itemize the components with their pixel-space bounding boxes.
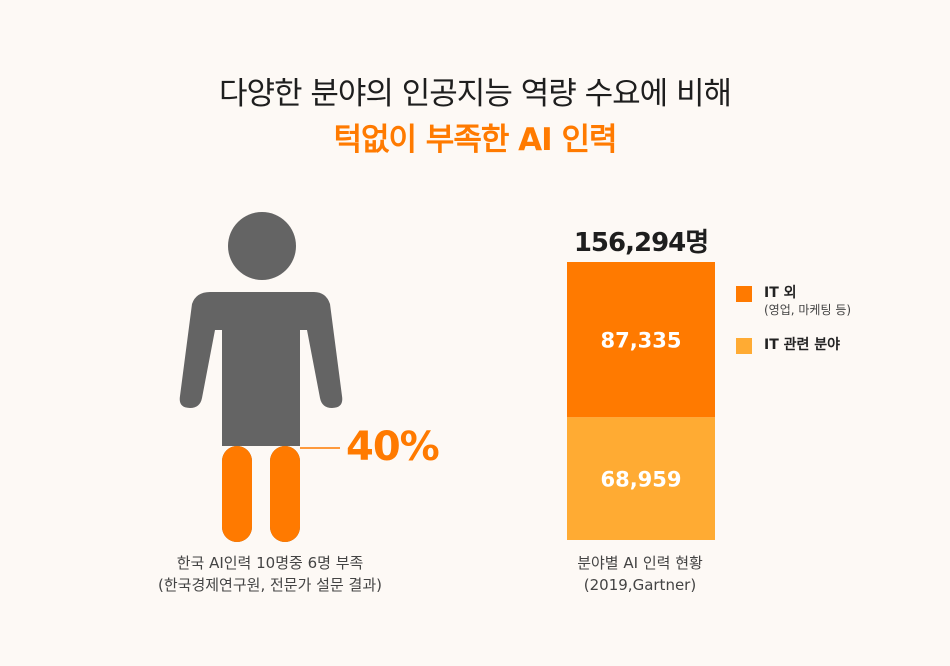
bar-caption: 분야별 AI 인력 현황 (2019,Gartner) [540,552,740,596]
legend-item-it-related: IT 관련 분야 [736,336,851,354]
legend-swatch-it-related [736,338,752,354]
title-line2: 턱없이 부족한 AI 인력 [333,122,617,158]
title-block: 다양한 분야의 인공지능 역량 수요에 비해 턱없이 부족한 AI 인력 [0,72,950,162]
bar-segment-it-related [567,417,715,540]
legend-sub-it-outside: (영업, 마케팅 등) [764,303,852,317]
legend: IT 외 (영업, 마케팅 등) IT 관련 분야 [736,284,851,372]
bar-segment-it-outside [567,262,715,418]
figure-caption-line2: (한국경제연구원, 전문가 설문 결과) [158,576,382,594]
title-line1: 다양한 분야의 인공지능 역량 수요에 비해 [218,76,732,112]
bar-caption-line2: (2019,Gartner) [583,576,697,594]
person-legs-fill [222,446,300,542]
bar-value-label-it-outside: 87,335 [600,329,681,353]
figure-caption: 한국 AI인력 10명중 6명 부족 (한국경제연구원, 전문가 설문 결과) [110,552,430,596]
legend-item-it-outside: IT 외 (영업, 마케팅 등) [736,284,851,318]
legend-name-it-related: IT 관련 분야 [764,337,841,353]
bar-caption-line1: 분야별 AI 인력 현황 [577,554,703,572]
person-figure [179,212,343,542]
stacked-bar: 87,335 68,959 [567,262,715,540]
person-head [228,212,296,280]
bar-total-label: 156,294명 [573,228,709,258]
person-body [179,292,343,446]
pct-label: 40% [346,424,440,470]
bar-value-label-it-related: 68,959 [600,468,681,492]
legend-swatch-it-outside [736,286,752,302]
legend-name-it-outside: IT 외 [764,285,797,301]
figure-caption-line1: 한국 AI인력 10명중 6명 부족 [176,554,364,572]
